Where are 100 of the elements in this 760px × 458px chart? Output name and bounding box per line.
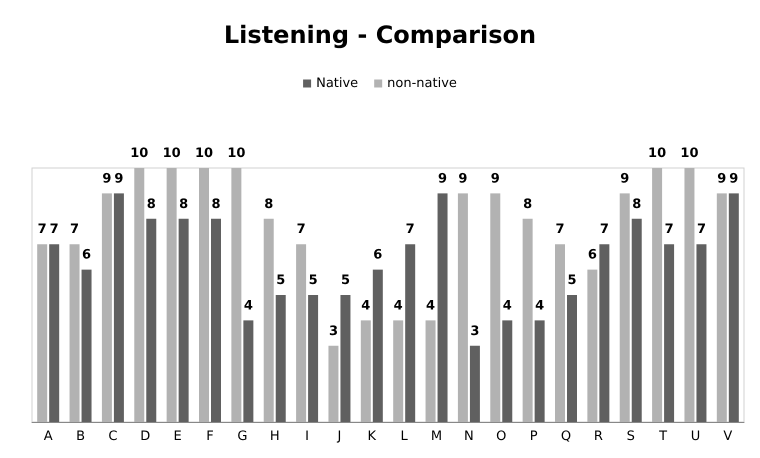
bar [199, 168, 209, 422]
data-label: 5 [276, 273, 286, 288]
x-tick-label: F [206, 429, 214, 444]
legend-label: non-native [387, 76, 457, 91]
data-label: 4 [244, 298, 253, 314]
data-label: 4 [394, 298, 403, 314]
bar [652, 168, 662, 422]
data-label: 4 [535, 298, 544, 314]
data-label: 10 [648, 146, 666, 161]
data-label: 6 [373, 248, 382, 263]
data-label: 8 [211, 196, 221, 212]
bar [114, 193, 124, 422]
bar [243, 320, 254, 422]
bar [70, 244, 80, 422]
bar [166, 168, 177, 422]
legend-label: Native [316, 76, 358, 91]
data-label: 9 [620, 171, 630, 186]
bar [340, 295, 350, 422]
bar [587, 270, 598, 422]
bar [716, 193, 727, 422]
x-tick-label: V [723, 429, 732, 444]
bar [490, 193, 500, 422]
data-label: 7 [70, 222, 80, 238]
data-label: 3 [470, 324, 480, 339]
data-label: 4 [502, 298, 512, 314]
bar [405, 244, 416, 422]
data-label: 9 [114, 171, 124, 186]
x-tick-label: B [76, 429, 86, 444]
bar [684, 168, 694, 422]
data-label: 10 [194, 146, 214, 161]
bar [522, 218, 533, 422]
data-label: 8 [523, 196, 532, 212]
data-label: 5 [340, 273, 350, 288]
bar [211, 218, 221, 422]
data-label: 7 [600, 222, 609, 238]
data-label: 10 [162, 146, 181, 161]
bar [534, 320, 545, 422]
bar [49, 244, 60, 422]
bar [393, 320, 404, 422]
data-label: 4 [361, 298, 370, 314]
bar [37, 244, 48, 422]
bar [328, 346, 338, 422]
bar [502, 320, 512, 422]
data-label: 6 [82, 248, 92, 263]
data-label: 9 [729, 171, 738, 186]
x-tick-label: O [496, 429, 506, 444]
x-tick-label: C [108, 429, 118, 444]
bar [276, 295, 286, 422]
data-label: 8 [179, 196, 188, 212]
x-tick-label: A [44, 429, 53, 444]
x-tick-label: Q [560, 429, 572, 444]
x-tick-label: R [594, 429, 603, 444]
x-tick-label: E [174, 429, 182, 444]
data-label: 7 [696, 222, 706, 238]
data-label: 5 [308, 273, 318, 288]
data-label: 7 [296, 222, 306, 238]
data-label: 5 [567, 273, 577, 288]
x-tick-label: P [530, 429, 538, 444]
data-label: 7 [406, 222, 415, 238]
data-label: 9 [102, 171, 112, 186]
x-tick-label: J [336, 429, 342, 444]
bar [178, 218, 189, 422]
bar [728, 193, 739, 422]
x-tick-label: L [400, 429, 409, 444]
bar [567, 295, 577, 422]
x-tick-label: N [464, 429, 474, 444]
x-tick-label: G [237, 429, 248, 444]
data-label: 8 [632, 196, 642, 212]
bar [620, 193, 630, 422]
x-tick-label: K [368, 429, 377, 444]
bar [296, 244, 306, 422]
x-tick-label: U [690, 429, 700, 444]
data-label: 10 [130, 146, 148, 161]
bar [599, 244, 610, 422]
x-tick-label: I [305, 429, 310, 444]
bar [458, 193, 468, 422]
chart-title: Listening - Comparison [224, 21, 536, 49]
bar [360, 320, 371, 422]
bar [664, 244, 674, 422]
bar [438, 193, 448, 422]
bar [102, 193, 112, 422]
bar [696, 244, 706, 422]
data-label: 10 [227, 146, 246, 161]
bar [555, 244, 565, 422]
bar [146, 218, 156, 422]
data-label: 7 [50, 222, 59, 238]
bar [82, 270, 92, 422]
data-label: 9 [490, 171, 500, 186]
data-label: 9 [458, 171, 468, 186]
x-tick-label: D [140, 429, 150, 444]
bar [134, 168, 144, 422]
data-label: 7 [664, 222, 674, 238]
data-label: 10 [680, 146, 698, 161]
data-label: 4 [426, 298, 436, 314]
bar [372, 270, 383, 422]
x-tick-label: H [270, 429, 280, 444]
data-label: 7 [38, 222, 47, 238]
bar [264, 218, 274, 422]
data-label: 3 [328, 324, 338, 339]
x-tick-label: S [626, 429, 635, 444]
